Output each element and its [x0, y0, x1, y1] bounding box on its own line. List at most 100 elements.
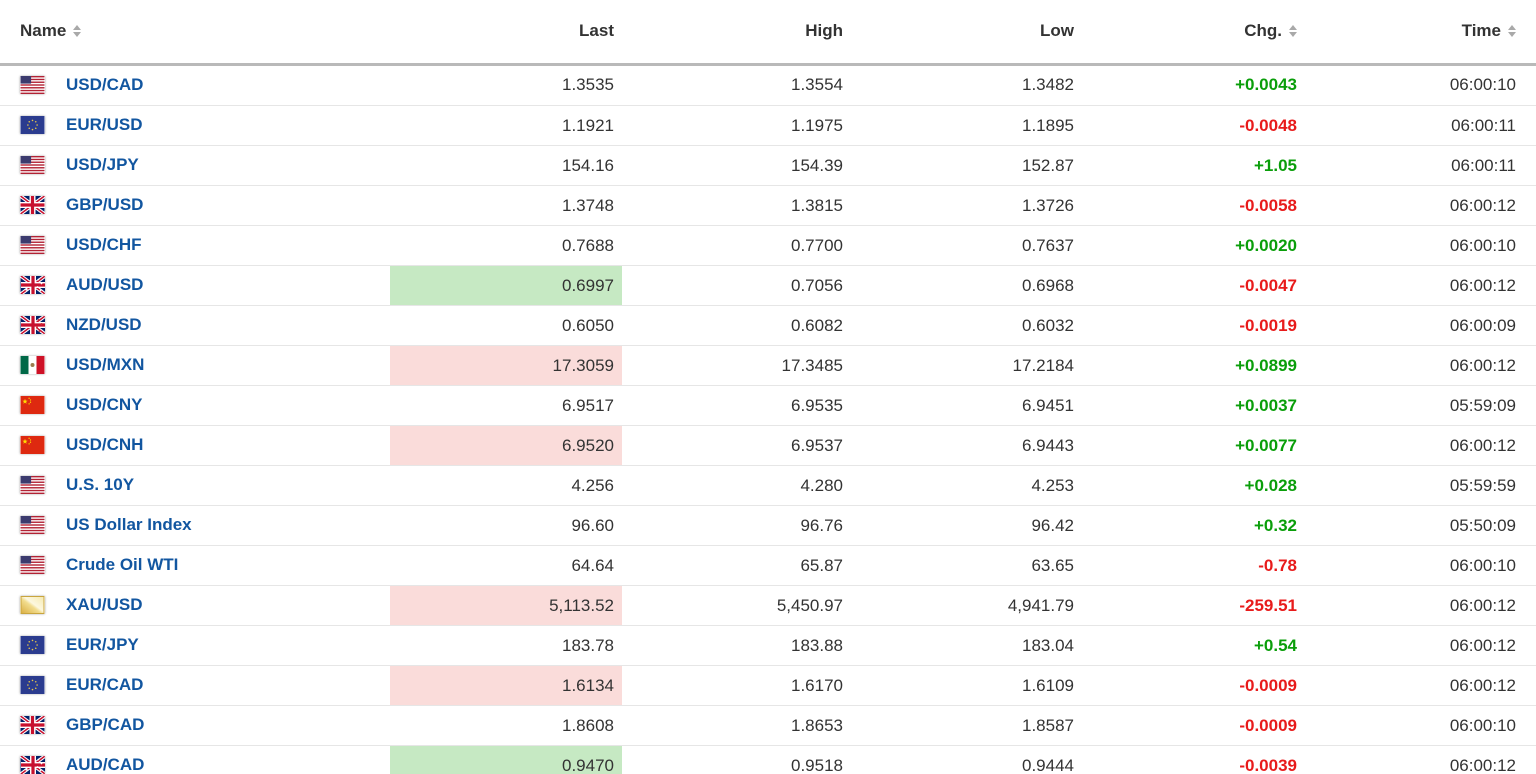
time-cell: 05:59:09 — [1311, 385, 1536, 426]
low-cell: 4.253 — [851, 465, 1082, 506]
instrument-link[interactable]: EUR/CAD — [66, 675, 144, 694]
quote-row: USD/CAD 1.3535 1.3554 1.3482 +0.0043 06:… — [0, 64, 1536, 106]
column-header-low-label: Low — [1040, 21, 1074, 41]
us-flag-icon — [20, 236, 45, 254]
chg-cell: +0.0077 — [1082, 425, 1311, 466]
instrument-link[interactable]: U.S. 10Y — [66, 475, 135, 494]
name-cell: EUR/USD — [0, 105, 390, 146]
time-cell: 06:00:12 — [1311, 665, 1536, 706]
last-cell: 0.6050 — [390, 305, 622, 346]
high-cell: 1.1975 — [622, 105, 851, 146]
name-cell: USD/CNH — [0, 425, 390, 466]
last-cell: 1.1921 — [390, 105, 622, 146]
low-cell: 0.6032 — [851, 305, 1082, 346]
chg-cell: +1.05 — [1082, 145, 1311, 186]
instrument-link[interactable]: GBP/CAD — [66, 715, 145, 734]
name-cell: AUD/USD — [0, 265, 390, 306]
chg-cell: +0.028 — [1082, 465, 1311, 506]
instrument-link[interactable]: NZD/USD — [66, 315, 142, 334]
uk-flag-icon — [20, 716, 45, 734]
high-cell: 17.3485 — [622, 345, 851, 386]
instrument-link[interactable]: USD/CNY — [66, 395, 143, 414]
last-cell: 1.3535 — [390, 64, 622, 106]
instrument-link[interactable]: EUR/USD — [66, 115, 143, 134]
column-header-time[interactable]: Time — [1311, 0, 1536, 66]
name-cell: AUD/CAD — [0, 745, 390, 774]
high-cell: 1.8653 — [622, 705, 851, 746]
instrument-link[interactable]: USD/CHF — [66, 235, 142, 254]
instrument-link[interactable]: AUD/USD — [66, 275, 144, 294]
high-cell: 6.9535 — [622, 385, 851, 426]
high-cell: 154.39 — [622, 145, 851, 186]
instrument-link[interactable]: USD/JPY — [66, 155, 139, 174]
high-cell: 183.88 — [622, 625, 851, 666]
chg-cell: -259.51 — [1082, 585, 1311, 626]
instrument-link[interactable]: XAU/USD — [66, 595, 143, 614]
instrument-link[interactable]: AUD/CAD — [66, 755, 145, 774]
last-cell: 154.16 — [390, 145, 622, 186]
eu-flag-icon — [20, 676, 45, 694]
time-cell: 06:00:12 — [1311, 425, 1536, 466]
au-flag-icon — [20, 756, 45, 774]
quote-row: US Dollar Index 96.60 96.76 96.42 +0.32 … — [0, 505, 1536, 546]
last-cell: 17.3059 — [390, 345, 622, 386]
high-cell: 96.76 — [622, 505, 851, 546]
instrument-link[interactable]: GBP/USD — [66, 195, 144, 214]
name-cell: GBP/USD — [0, 185, 390, 226]
name-cell: USD/CHF — [0, 225, 390, 266]
quote-row: EUR/USD 1.1921 1.1975 1.1895 -0.0048 06:… — [0, 105, 1536, 146]
instrument-link[interactable]: US Dollar Index — [66, 515, 192, 534]
name-cell: US Dollar Index — [0, 505, 390, 546]
column-header-time-label: Time — [1461, 21, 1501, 41]
low-cell: 1.8587 — [851, 705, 1082, 746]
instrument-link[interactable]: EUR/JPY — [66, 635, 139, 654]
low-cell: 1.3726 — [851, 185, 1082, 226]
time-cell: 06:00:10 — [1311, 225, 1536, 266]
name-cell: GBP/CAD — [0, 705, 390, 746]
column-header-low: Low — [851, 0, 1082, 66]
chg-cell: +0.54 — [1082, 625, 1311, 666]
name-cell: XAU/USD — [0, 585, 390, 626]
quote-row: USD/CNH 6.9520 6.9537 6.9443 +0.0077 06:… — [0, 425, 1536, 466]
instrument-link[interactable]: Crude Oil WTI — [66, 555, 179, 574]
high-cell: 4.280 — [622, 465, 851, 506]
chg-cell: +0.0899 — [1082, 345, 1311, 386]
low-cell: 63.65 — [851, 545, 1082, 586]
chg-cell: +0.0043 — [1082, 64, 1311, 106]
column-header-name[interactable]: Name — [0, 0, 390, 66]
low-cell: 0.7637 — [851, 225, 1082, 266]
last-cell: 6.9517 — [390, 385, 622, 426]
time-cell: 06:00:11 — [1311, 145, 1536, 186]
instrument-link[interactable]: USD/CNH — [66, 435, 144, 454]
last-cell: 1.3748 — [390, 185, 622, 226]
time-cell: 06:00:12 — [1311, 345, 1536, 386]
last-cell: 1.6134 — [390, 665, 622, 706]
low-cell: 1.3482 — [851, 64, 1082, 106]
time-cell: 06:00:11 — [1311, 105, 1536, 146]
low-cell: 1.1895 — [851, 105, 1082, 146]
header-row: Name Last High Low Chg. Time — [0, 0, 1536, 66]
quote-row: USD/MXN 17.3059 17.3485 17.2184 +0.0899 … — [0, 345, 1536, 386]
high-cell: 6.9537 — [622, 425, 851, 466]
mx-flag-icon — [20, 356, 45, 374]
column-header-chg[interactable]: Chg. — [1082, 0, 1311, 66]
instrument-link[interactable]: USD/MXN — [66, 355, 145, 374]
quote-row: XAU/USD 5,113.52 5,450.97 4,941.79 -259.… — [0, 585, 1536, 626]
quotes-tbody: USD/CAD 1.3535 1.3554 1.3482 +0.0043 06:… — [0, 64, 1536, 774]
instrument-link[interactable]: USD/CAD — [66, 75, 144, 94]
high-cell: 0.6082 — [622, 305, 851, 346]
cn-flag-icon — [20, 396, 45, 414]
chg-cell: -0.0009 — [1082, 665, 1311, 706]
time-cell: 06:00:12 — [1311, 185, 1536, 226]
chg-cell: +0.32 — [1082, 505, 1311, 546]
high-cell: 1.3554 — [622, 64, 851, 106]
uk-flag-icon — [20, 196, 45, 214]
time-cell: 05:50:09 — [1311, 505, 1536, 546]
low-cell: 1.6109 — [851, 665, 1082, 706]
column-header-high-label: High — [805, 21, 843, 41]
time-cell: 06:00:12 — [1311, 745, 1536, 774]
quotes-table-header: Name Last High Low Chg. Time — [0, 0, 1536, 66]
last-cell: 96.60 — [390, 505, 622, 546]
chg-cell: -0.0009 — [1082, 705, 1311, 746]
